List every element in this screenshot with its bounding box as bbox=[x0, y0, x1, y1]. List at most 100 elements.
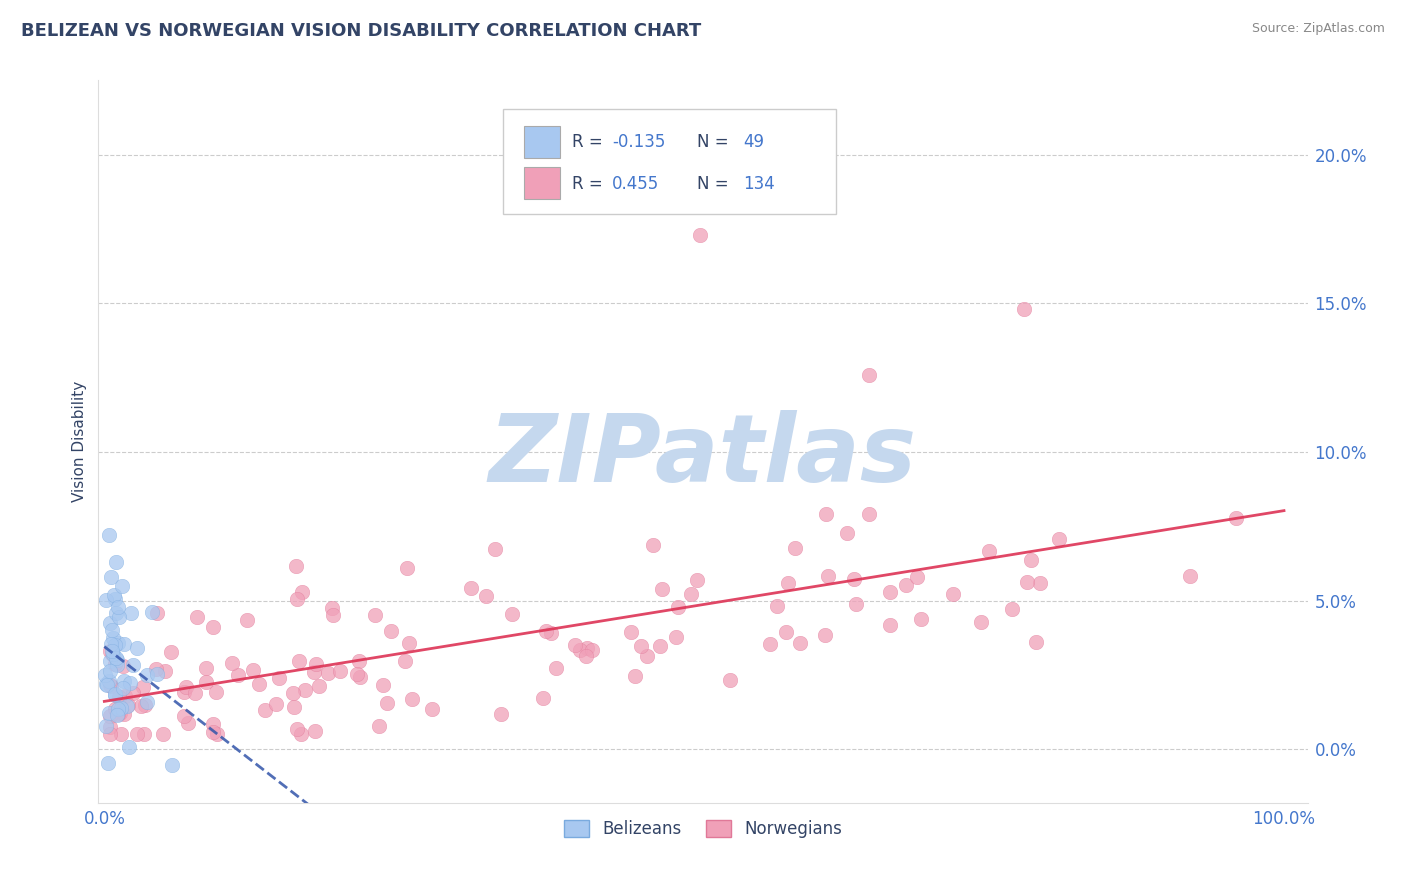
Point bbox=[285, 558, 308, 573]
Point bbox=[98, 720, 121, 734]
Text: ZIPatlas: ZIPatlas bbox=[489, 410, 917, 502]
Point bbox=[775, 625, 797, 640]
Text: -0.135: -0.135 bbox=[613, 134, 665, 152]
Point bbox=[103, 592, 125, 607]
Point bbox=[247, 677, 270, 691]
Point bbox=[201, 725, 224, 739]
Point bbox=[778, 575, 800, 590]
Point bbox=[110, 701, 132, 715]
Point bbox=[135, 695, 157, 709]
Point bbox=[114, 689, 136, 703]
Y-axis label: Vision Disability: Vision Disability bbox=[72, 381, 87, 502]
Point bbox=[152, 727, 174, 741]
Point bbox=[98, 678, 121, 692]
Point bbox=[107, 690, 129, 704]
Point bbox=[110, 706, 132, 721]
Point bbox=[879, 584, 901, 599]
Point bbox=[104, 687, 127, 701]
Point bbox=[789, 635, 811, 649]
Point bbox=[135, 668, 157, 682]
Point bbox=[979, 543, 1001, 558]
Point bbox=[186, 609, 208, 624]
Point bbox=[905, 570, 928, 584]
Point bbox=[267, 671, 290, 685]
Point bbox=[285, 592, 308, 607]
Point bbox=[153, 665, 176, 679]
Point bbox=[394, 654, 416, 668]
Legend: Belizeans, Norwegians: Belizeans, Norwegians bbox=[557, 814, 849, 845]
Point bbox=[368, 718, 391, 732]
Point bbox=[910, 612, 932, 626]
Point bbox=[1178, 569, 1201, 583]
Point bbox=[201, 717, 224, 731]
Point bbox=[97, 706, 120, 720]
Point bbox=[648, 640, 671, 654]
Point bbox=[759, 637, 782, 651]
Point bbox=[226, 668, 249, 682]
Point bbox=[207, 727, 229, 741]
Point bbox=[651, 582, 673, 597]
Point bbox=[94, 668, 117, 682]
Point bbox=[96, 678, 118, 692]
Point bbox=[329, 664, 352, 678]
Point bbox=[420, 702, 443, 716]
Point bbox=[107, 599, 129, 614]
Point bbox=[364, 607, 387, 622]
Point bbox=[104, 688, 127, 702]
Point bbox=[814, 628, 837, 642]
Point bbox=[107, 706, 129, 721]
Point bbox=[122, 685, 145, 699]
Point bbox=[380, 624, 402, 638]
Point bbox=[97, 756, 120, 770]
Text: BELIZEAN VS NORWEGIAN VISION DISABILITY CORRELATION CHART: BELIZEAN VS NORWEGIAN VISION DISABILITY … bbox=[21, 22, 702, 40]
Point bbox=[108, 609, 131, 624]
Point bbox=[540, 626, 562, 640]
Point bbox=[815, 508, 838, 522]
Point bbox=[401, 692, 423, 706]
Point bbox=[104, 651, 127, 665]
Point bbox=[564, 638, 586, 652]
Point bbox=[398, 635, 420, 649]
Point bbox=[100, 679, 122, 693]
Point bbox=[100, 647, 122, 661]
Point bbox=[491, 706, 513, 721]
Point bbox=[105, 606, 128, 620]
Point bbox=[766, 599, 789, 613]
Point bbox=[242, 664, 264, 678]
Point bbox=[576, 641, 599, 656]
Point bbox=[969, 615, 991, 629]
Point bbox=[844, 597, 866, 611]
Text: N =: N = bbox=[697, 175, 734, 193]
Point bbox=[287, 723, 309, 737]
Point bbox=[125, 727, 148, 741]
Point bbox=[501, 607, 523, 621]
Point bbox=[1225, 510, 1247, 524]
Point bbox=[107, 707, 129, 722]
Point bbox=[104, 657, 127, 671]
Text: Source: ZipAtlas.com: Source: ZipAtlas.com bbox=[1251, 22, 1385, 36]
Point bbox=[97, 673, 120, 688]
Point bbox=[201, 620, 224, 634]
Point bbox=[942, 587, 965, 601]
Text: R =: R = bbox=[572, 175, 609, 193]
Point bbox=[141, 606, 163, 620]
Point bbox=[304, 657, 326, 671]
Point bbox=[184, 686, 207, 700]
Point bbox=[98, 727, 121, 741]
Point bbox=[145, 662, 167, 676]
Point bbox=[879, 617, 901, 632]
Point bbox=[98, 664, 121, 678]
Point bbox=[484, 541, 506, 556]
Point bbox=[112, 706, 135, 721]
Point bbox=[316, 666, 339, 681]
Text: 134: 134 bbox=[742, 175, 775, 193]
Point bbox=[569, 643, 592, 657]
Point bbox=[98, 644, 121, 658]
Point bbox=[842, 572, 865, 586]
Point bbox=[264, 697, 287, 711]
Point bbox=[236, 613, 259, 627]
Point bbox=[1014, 302, 1036, 317]
Point bbox=[817, 569, 839, 583]
Point bbox=[689, 227, 711, 242]
Point bbox=[98, 709, 121, 723]
